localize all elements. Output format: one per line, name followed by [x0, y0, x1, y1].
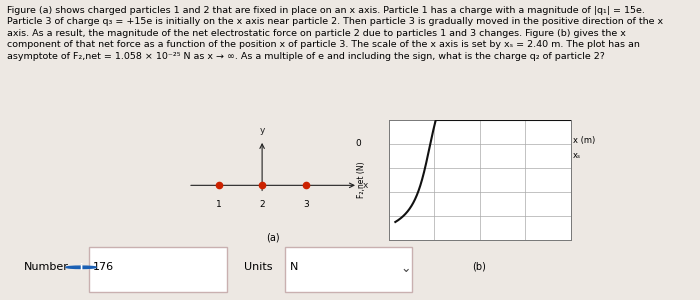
Text: 0: 0 [356, 140, 361, 148]
Text: Units: Units [244, 262, 272, 272]
Text: i: i [80, 263, 83, 272]
Text: Number: Number [24, 262, 69, 272]
Text: 3: 3 [303, 200, 309, 209]
Text: N: N [290, 262, 298, 272]
Text: xₛ: xₛ [573, 152, 581, 160]
Text: 0: 0 [386, 247, 391, 256]
FancyBboxPatch shape [285, 247, 412, 292]
Text: x (m): x (m) [573, 136, 595, 145]
FancyBboxPatch shape [90, 247, 227, 292]
Text: 176: 176 [92, 262, 114, 272]
Text: 1: 1 [216, 200, 221, 209]
Text: x: x [363, 181, 368, 190]
Text: Figure (a) shows charged particles 1 and 2 that are fixed in place on an x axis.: Figure (a) shows charged particles 1 and… [7, 6, 663, 61]
Text: ⌄: ⌄ [400, 262, 411, 275]
Text: y: y [260, 126, 265, 135]
Circle shape [66, 266, 96, 268]
Text: 2: 2 [259, 200, 265, 209]
Text: (b): (b) [473, 262, 486, 272]
Text: F₂,net (N): F₂,net (N) [357, 162, 365, 198]
Text: (a): (a) [266, 233, 280, 243]
